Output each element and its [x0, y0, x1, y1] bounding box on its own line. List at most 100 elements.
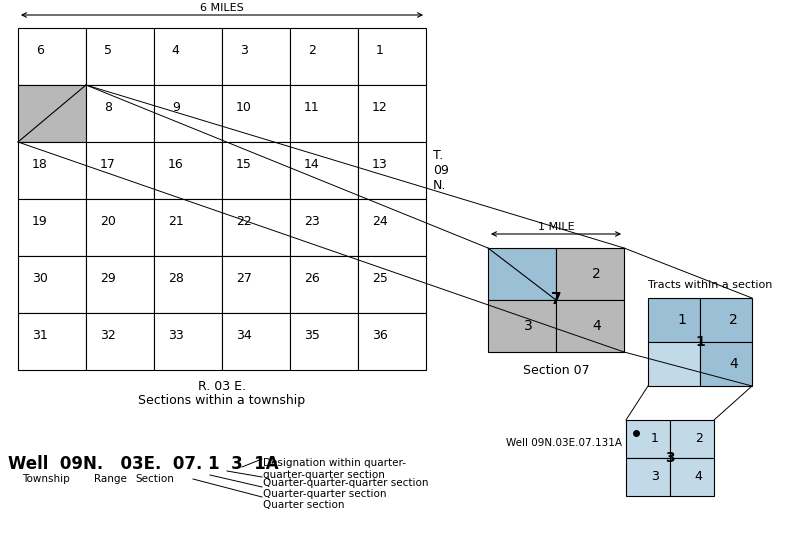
Bar [358, 256, 426, 313]
Text: T.
09
N.: T. 09 N. [433, 149, 448, 192]
Bar [18, 199, 86, 256]
Bar [290, 142, 358, 199]
Bar [648, 342, 700, 386]
Text: Section 07: Section 07 [523, 364, 589, 377]
Text: Range: Range [93, 474, 126, 484]
Text: 34: 34 [236, 329, 251, 342]
Text: 5: 5 [104, 44, 112, 57]
Text: 11: 11 [304, 101, 320, 114]
Text: 19: 19 [32, 215, 48, 229]
Bar [358, 28, 426, 85]
Text: 16: 16 [168, 158, 184, 171]
Text: 17: 17 [100, 158, 116, 171]
Text: 2: 2 [729, 313, 738, 327]
Text: 2: 2 [592, 267, 601, 281]
Bar [154, 142, 222, 199]
Bar [358, 142, 426, 199]
Bar [488, 248, 556, 300]
Bar [18, 313, 86, 370]
Bar [222, 199, 290, 256]
Text: 3: 3 [666, 451, 675, 465]
Bar [86, 142, 154, 199]
Text: 2: 2 [695, 432, 702, 446]
Bar [358, 85, 426, 142]
Bar [154, 85, 222, 142]
Text: 35: 35 [304, 329, 320, 342]
Text: 26: 26 [304, 272, 320, 285]
Text: 6 MILES: 6 MILES [200, 3, 244, 13]
Bar [290, 28, 358, 85]
Text: Quarter-quarter section: Quarter-quarter section [263, 489, 386, 499]
Bar [86, 313, 154, 370]
Text: 21: 21 [168, 215, 184, 229]
Text: Sections within a township: Sections within a township [138, 394, 306, 407]
Text: 1 MILE: 1 MILE [538, 222, 575, 232]
Bar [222, 313, 290, 370]
Text: 33: 33 [168, 329, 184, 342]
Bar [488, 300, 556, 352]
Bar [358, 313, 426, 370]
Text: 18: 18 [32, 158, 48, 171]
Text: Tracts within a section: Tracts within a section [648, 280, 772, 290]
Text: 14: 14 [304, 158, 320, 171]
Text: 3: 3 [650, 471, 658, 483]
Bar [648, 298, 700, 342]
Bar [154, 28, 222, 85]
Text: 23: 23 [304, 215, 320, 229]
Bar [18, 256, 86, 313]
Text: 13: 13 [372, 158, 388, 171]
Bar [222, 256, 290, 313]
Bar [222, 28, 290, 85]
Text: 15: 15 [236, 158, 251, 171]
Text: 29: 29 [100, 272, 116, 285]
Text: Well  09N.   03E.  07. 1  3  1A: Well 09N. 03E. 07. 1 3 1A [8, 455, 279, 473]
Text: 24: 24 [372, 215, 388, 229]
Bar [18, 142, 86, 199]
Text: 2: 2 [308, 44, 316, 57]
Bar [86, 199, 154, 256]
Text: 4: 4 [729, 357, 738, 371]
Bar [556, 248, 624, 300]
Bar [290, 199, 358, 256]
Text: 31: 31 [32, 329, 48, 342]
Bar [154, 256, 222, 313]
Text: 1: 1 [678, 313, 686, 327]
Bar [86, 28, 154, 85]
Bar [154, 313, 222, 370]
Bar [670, 420, 714, 458]
Text: 12: 12 [372, 101, 388, 114]
Text: Quarter section: Quarter section [263, 500, 345, 510]
Text: 20: 20 [100, 215, 116, 229]
Bar [154, 199, 222, 256]
Bar [556, 300, 624, 352]
Bar [626, 458, 670, 496]
Text: 10: 10 [236, 101, 251, 114]
Text: Well 09N.03E.07.131A: Well 09N.03E.07.131A [506, 438, 622, 448]
Bar [290, 85, 358, 142]
Text: 4: 4 [695, 471, 702, 483]
Text: 36: 36 [372, 329, 388, 342]
Bar [358, 199, 426, 256]
Bar [222, 142, 290, 199]
Text: Township: Township [22, 474, 70, 484]
Text: 7: 7 [551, 293, 561, 308]
Bar [700, 342, 752, 386]
Text: 8: 8 [104, 101, 112, 114]
Bar [626, 420, 670, 458]
Text: 22: 22 [236, 215, 251, 229]
Bar [18, 85, 86, 142]
Text: Designation within quarter-
quarter-quarter section: Designation within quarter- quarter-quar… [263, 458, 406, 480]
Text: 4: 4 [592, 319, 601, 333]
Text: R. 03 E.: R. 03 E. [198, 380, 246, 393]
Text: 3: 3 [240, 44, 247, 57]
Text: 6: 6 [36, 44, 44, 57]
Bar [86, 256, 154, 313]
Bar [700, 298, 752, 342]
Text: 27: 27 [236, 272, 251, 285]
Text: 9: 9 [172, 101, 180, 114]
Text: Quarter-quarter-quarter section: Quarter-quarter-quarter section [263, 478, 429, 488]
Bar [290, 256, 358, 313]
Text: 1: 1 [376, 44, 384, 57]
Bar [290, 313, 358, 370]
Text: 4: 4 [172, 44, 180, 57]
